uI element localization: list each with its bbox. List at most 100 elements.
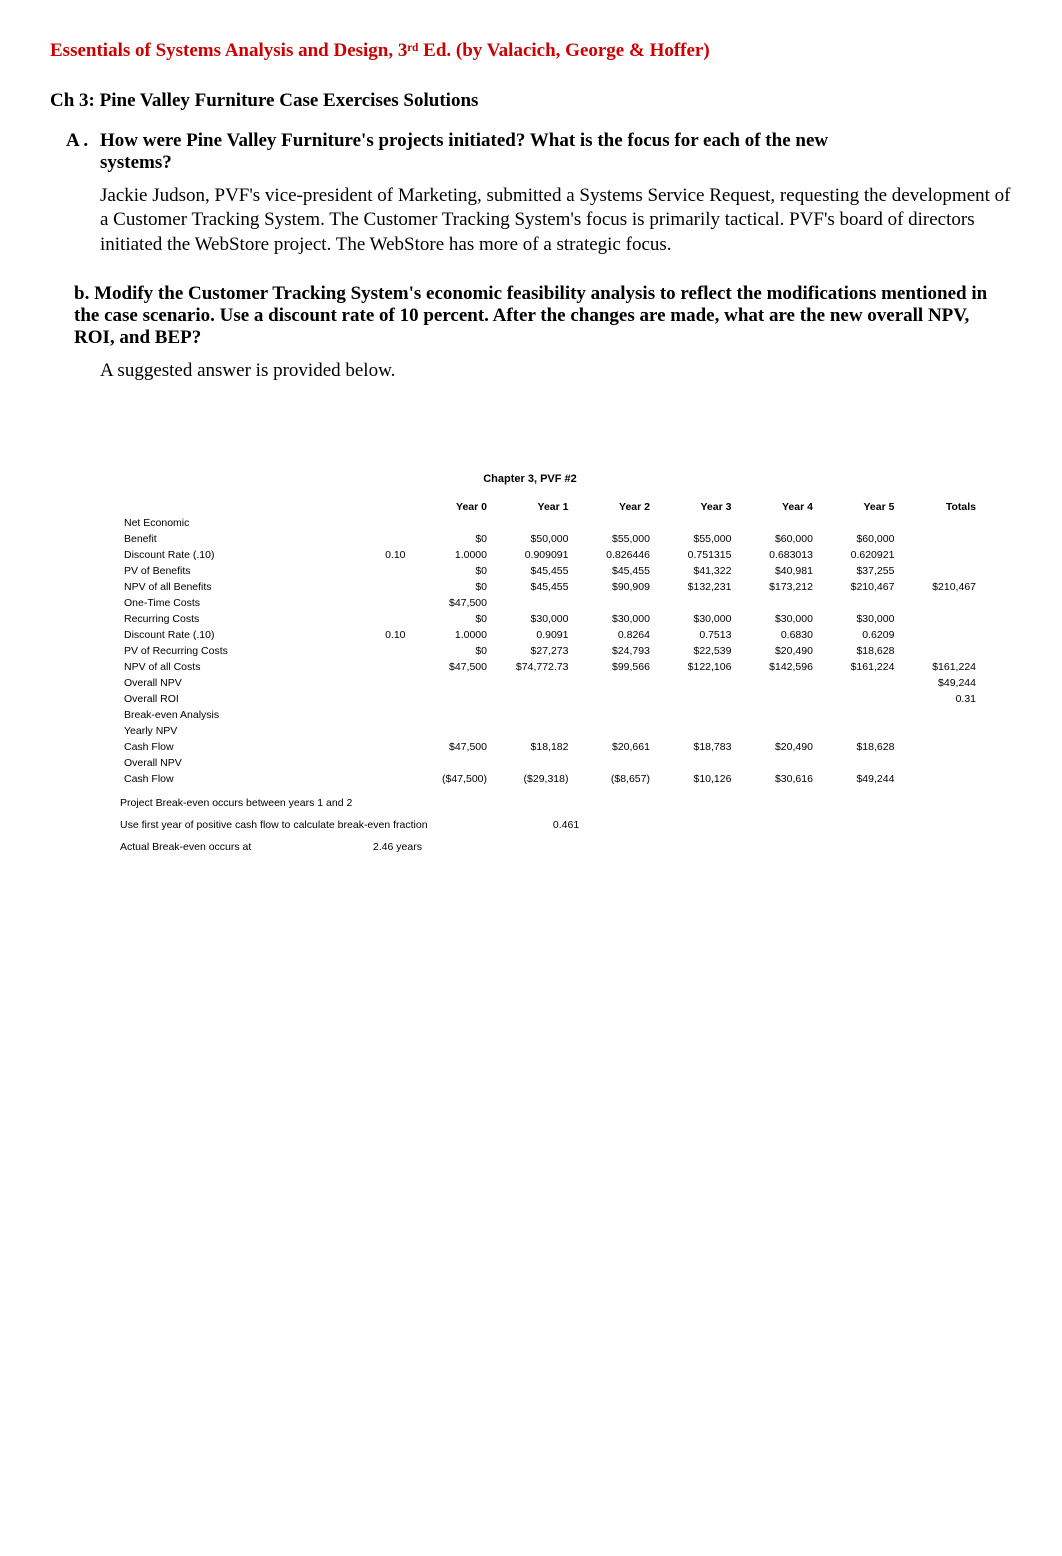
table-cell	[491, 675, 572, 691]
table-cell: One-Time Costs	[120, 595, 356, 611]
table-cell: 0.10	[356, 547, 410, 563]
table-cell: Discount Rate (.10)	[120, 547, 356, 563]
table-cell: 0.10	[356, 627, 410, 643]
table-cell: $90,909	[572, 579, 653, 595]
footnote-1: Project Break-even occurs between years …	[120, 797, 1012, 809]
table-cell	[735, 691, 816, 707]
table-cell	[817, 723, 898, 739]
table-cell: $22,539	[654, 643, 735, 659]
table-cell	[654, 707, 735, 723]
table-cell	[356, 563, 410, 579]
table-cell: $45,455	[572, 563, 653, 579]
table-cell	[898, 755, 980, 771]
table-header-cell	[356, 499, 410, 515]
table-cell: $45,455	[491, 579, 572, 595]
table-cell	[491, 723, 572, 739]
table-cell	[898, 739, 980, 755]
table-row: PV of Benefits$0$45,455$45,455$41,322$40…	[120, 563, 980, 579]
table-cell	[817, 707, 898, 723]
table-cell: ($47,500)	[410, 771, 491, 787]
table-cell: 0.751315	[654, 547, 735, 563]
table-cell	[491, 755, 572, 771]
table-cell: $41,322	[654, 563, 735, 579]
table-cell: $30,616	[735, 771, 816, 787]
table-cell: 0.8264	[572, 627, 653, 643]
table-row: Yearly NPV	[120, 723, 980, 739]
table-row: Discount Rate (.10)0.101.00000.90910.826…	[120, 627, 980, 643]
table-cell	[356, 643, 410, 659]
table-cell	[356, 515, 410, 531]
table-cell	[356, 771, 410, 787]
table-cell: $45,455	[491, 563, 572, 579]
table-cell: $0	[410, 611, 491, 627]
table-cell	[572, 723, 653, 739]
table-row: Overall NPV	[120, 755, 980, 771]
table-header-cell: Year 3	[654, 499, 735, 515]
table-header-row: Year 0Year 1Year 2Year 3Year 4Year 5Tota…	[120, 499, 980, 515]
table-cell	[817, 755, 898, 771]
table-cell: Discount Rate (.10)	[120, 627, 356, 643]
table-cell: Benefit	[120, 531, 356, 547]
table-cell	[817, 515, 898, 531]
table-cell: PV of Recurring Costs	[120, 643, 356, 659]
table-cell	[356, 691, 410, 707]
table-cell: $20,490	[735, 643, 816, 659]
table-cell: 0.620921	[817, 547, 898, 563]
table-cell	[356, 579, 410, 595]
footnote-2-label: Use first year of positive cash flow to …	[120, 819, 550, 831]
table-cell	[817, 595, 898, 611]
table-cell	[356, 659, 410, 675]
table-cell: $0	[410, 563, 491, 579]
table-cell: $0	[410, 643, 491, 659]
pvf-data-table: Year 0Year 1Year 2Year 3Year 4Year 5Tota…	[120, 499, 980, 787]
table-cell	[735, 595, 816, 611]
table-body: Net EconomicBenefit$0$50,000$55,000$55,0…	[120, 515, 980, 787]
table-cell	[898, 627, 980, 643]
question-a-text-line1: How were Pine Valley Furniture's project…	[100, 130, 828, 152]
question-b-text: Modify the Customer Tracking System's ec…	[74, 283, 987, 348]
table-cell	[898, 547, 980, 563]
table-cell: $161,224	[817, 659, 898, 675]
table-row: Cash Flow($47,500)($29,318)($8,657)$10,1…	[120, 771, 980, 787]
table-cell	[654, 755, 735, 771]
table-cell: $20,661	[572, 739, 653, 755]
footnote-3-label: Actual Break-even occurs at	[120, 841, 370, 853]
table-cell	[572, 707, 653, 723]
table-row: Recurring Costs$0$30,000$30,000$30,000$3…	[120, 611, 980, 627]
table-row: Discount Rate (.10)0.101.00000.9090910.8…	[120, 547, 980, 563]
table-cell: $99,566	[572, 659, 653, 675]
table-cell	[735, 515, 816, 531]
table-cell: $18,182	[491, 739, 572, 755]
table-header-cell: Year 0	[410, 499, 491, 515]
table-cell	[735, 707, 816, 723]
table-cell: $27,273	[491, 643, 572, 659]
table-cell: $50,000	[491, 531, 572, 547]
table-cell	[356, 739, 410, 755]
footnote-2: Use first year of positive cash flow to …	[120, 819, 1012, 831]
table-cell	[898, 595, 980, 611]
table-cell	[898, 515, 980, 531]
table-cell: $161,224	[898, 659, 980, 675]
table-cell: 0.31	[898, 691, 980, 707]
table-cell: $18,783	[654, 739, 735, 755]
table-cell: $55,000	[572, 531, 653, 547]
table-cell	[654, 723, 735, 739]
table-cell	[735, 723, 816, 739]
table-cell	[572, 675, 653, 691]
table-cell: NPV of all Costs	[120, 659, 356, 675]
table-row: Overall ROI0.31	[120, 691, 980, 707]
table-cell: $18,628	[817, 739, 898, 755]
table-cell: $37,255	[817, 563, 898, 579]
table-cell: $40,981	[735, 563, 816, 579]
table-cell: Recurring Costs	[120, 611, 356, 627]
table-cell: Cash Flow	[120, 771, 356, 787]
table-cell: 0.6830	[735, 627, 816, 643]
table-title: Chapter 3, PVF #2	[120, 473, 940, 485]
table-row: Overall NPV$49,244	[120, 675, 980, 691]
table-cell	[356, 531, 410, 547]
table-cell: $210,467	[898, 579, 980, 595]
footnote-3: Actual Break-even occurs at 2.46 years	[120, 841, 1012, 853]
table-cell: $10,126	[654, 771, 735, 787]
table-cell	[898, 531, 980, 547]
table-header-cell: Year 2	[572, 499, 653, 515]
